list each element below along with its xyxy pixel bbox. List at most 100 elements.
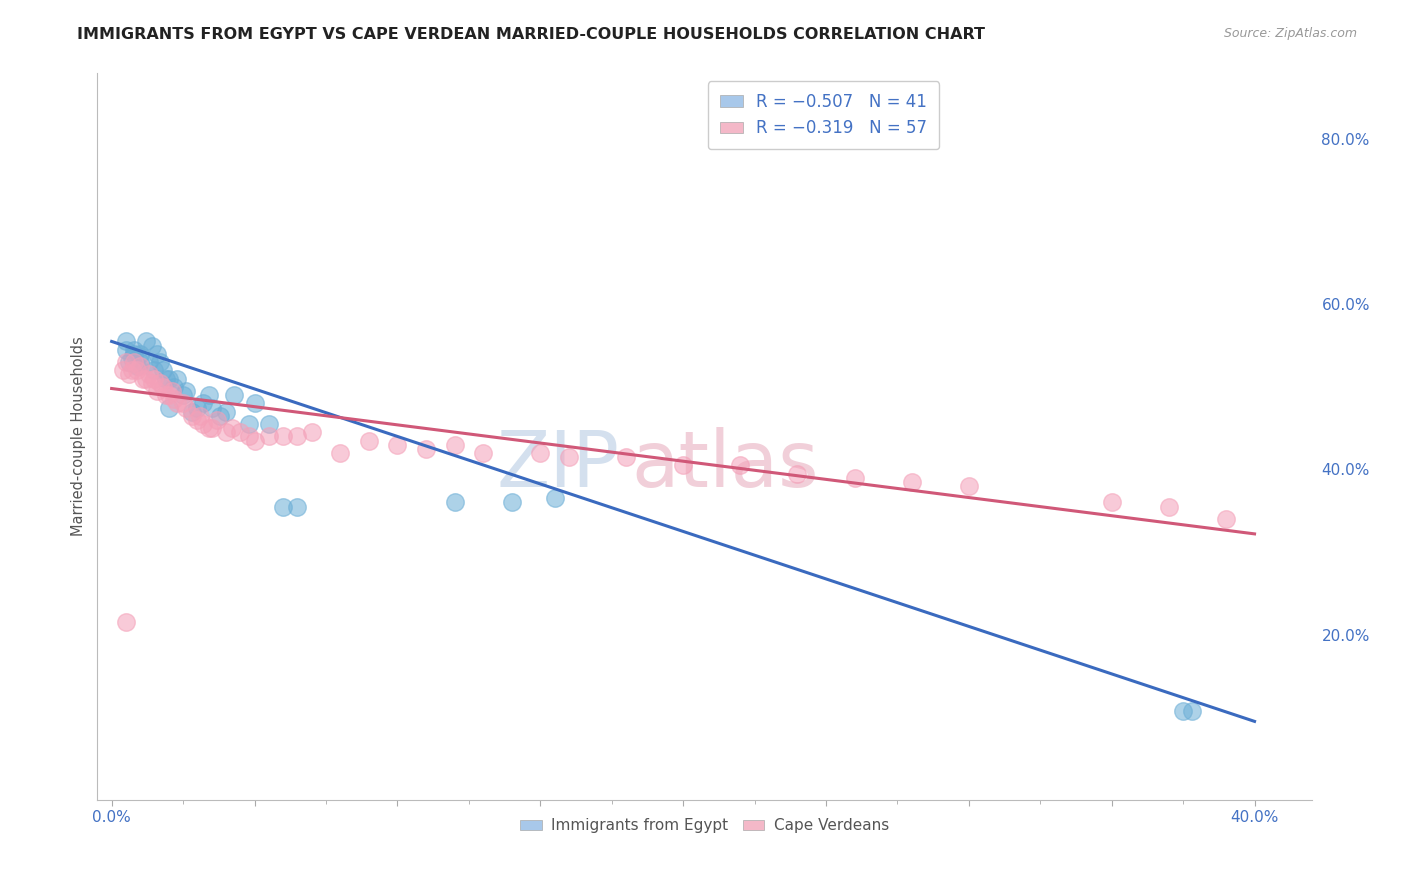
Point [1101, 495, 1123, 509]
Point [558, 450, 581, 464]
Point [285, 429, 308, 443]
Point [124, 347, 146, 361]
Point [121, 363, 143, 377]
Point [129, 359, 152, 374]
Point [957, 479, 980, 493]
Point [224, 388, 246, 402]
Point [543, 491, 565, 506]
Point [257, 417, 280, 431]
Point [152, 363, 174, 377]
Point [157, 388, 180, 402]
Point [129, 347, 152, 361]
Point [174, 401, 197, 415]
Point [186, 401, 208, 415]
Point [157, 371, 180, 385]
Point [118, 368, 141, 382]
Point [124, 343, 146, 357]
Point [271, 500, 294, 514]
Point [443, 495, 465, 509]
Legend: Immigrants from Egypt, Cape Verdeans: Immigrants from Egypt, Cape Verdeans [515, 813, 896, 839]
Point [186, 413, 208, 427]
Point [115, 355, 138, 369]
Point [301, 425, 323, 440]
Point [215, 425, 238, 440]
Point [160, 384, 183, 398]
Point [180, 409, 202, 423]
Point [728, 458, 751, 473]
Point [152, 380, 174, 394]
Point [127, 359, 149, 374]
Point [387, 438, 409, 452]
Point [155, 388, 177, 402]
Point [614, 450, 637, 464]
Point [191, 396, 214, 410]
Point [163, 392, 186, 407]
Point [155, 371, 177, 385]
Point [157, 401, 180, 415]
Text: IMMIGRANTS FROM EGYPT VS CAPE VERDEAN MARRIED-COUPLE HOUSEHOLDS CORRELATION CHAR: IMMIGRANTS FROM EGYPT VS CAPE VERDEAN MA… [77, 27, 986, 42]
Point [207, 413, 229, 427]
Point [1157, 500, 1180, 514]
Point [243, 396, 266, 410]
Point [209, 409, 232, 423]
Text: ZIP: ZIP [496, 427, 620, 503]
Point [844, 471, 866, 485]
Point [138, 368, 160, 382]
Point [271, 429, 294, 443]
Point [115, 343, 138, 357]
Point [135, 371, 157, 385]
Point [472, 446, 495, 460]
Point [180, 404, 202, 418]
Point [118, 355, 141, 369]
Point [329, 446, 352, 460]
Text: atlas: atlas [631, 427, 820, 503]
Point [146, 347, 169, 361]
Point [1215, 512, 1237, 526]
Y-axis label: Married-couple Households: Married-couple Households [72, 336, 86, 536]
Point [146, 384, 169, 398]
Point [163, 380, 186, 394]
Point [166, 396, 188, 410]
Point [1171, 704, 1194, 718]
Point [172, 396, 194, 410]
Text: Source: ZipAtlas.com: Source: ZipAtlas.com [1223, 27, 1357, 40]
Point [229, 425, 252, 440]
Point [149, 355, 172, 369]
Point [141, 338, 163, 352]
Point [238, 429, 260, 443]
Point [1181, 704, 1204, 718]
Point [238, 417, 260, 431]
Point [112, 363, 135, 377]
Point [138, 355, 160, 369]
Point [166, 371, 188, 385]
Point [786, 467, 808, 481]
Point [221, 421, 243, 435]
Point [132, 371, 155, 385]
Point [201, 401, 224, 415]
Point [672, 458, 695, 473]
Point [257, 429, 280, 443]
Point [115, 615, 138, 630]
Point [357, 434, 380, 448]
Point [191, 417, 214, 431]
Point [900, 475, 922, 489]
Point [285, 500, 308, 514]
Point [215, 404, 238, 418]
Point [124, 355, 146, 369]
Point [143, 371, 166, 385]
Point [135, 334, 157, 349]
Point [501, 495, 523, 509]
Point [201, 421, 224, 435]
Point [243, 434, 266, 448]
Point [529, 446, 551, 460]
Point [121, 351, 143, 365]
Point [127, 363, 149, 377]
Point [188, 409, 211, 423]
Point [149, 376, 172, 390]
Point [129, 355, 152, 369]
Point [174, 384, 197, 398]
Point [115, 334, 138, 349]
Point [172, 388, 194, 402]
Point [143, 363, 166, 377]
Point [197, 421, 219, 435]
